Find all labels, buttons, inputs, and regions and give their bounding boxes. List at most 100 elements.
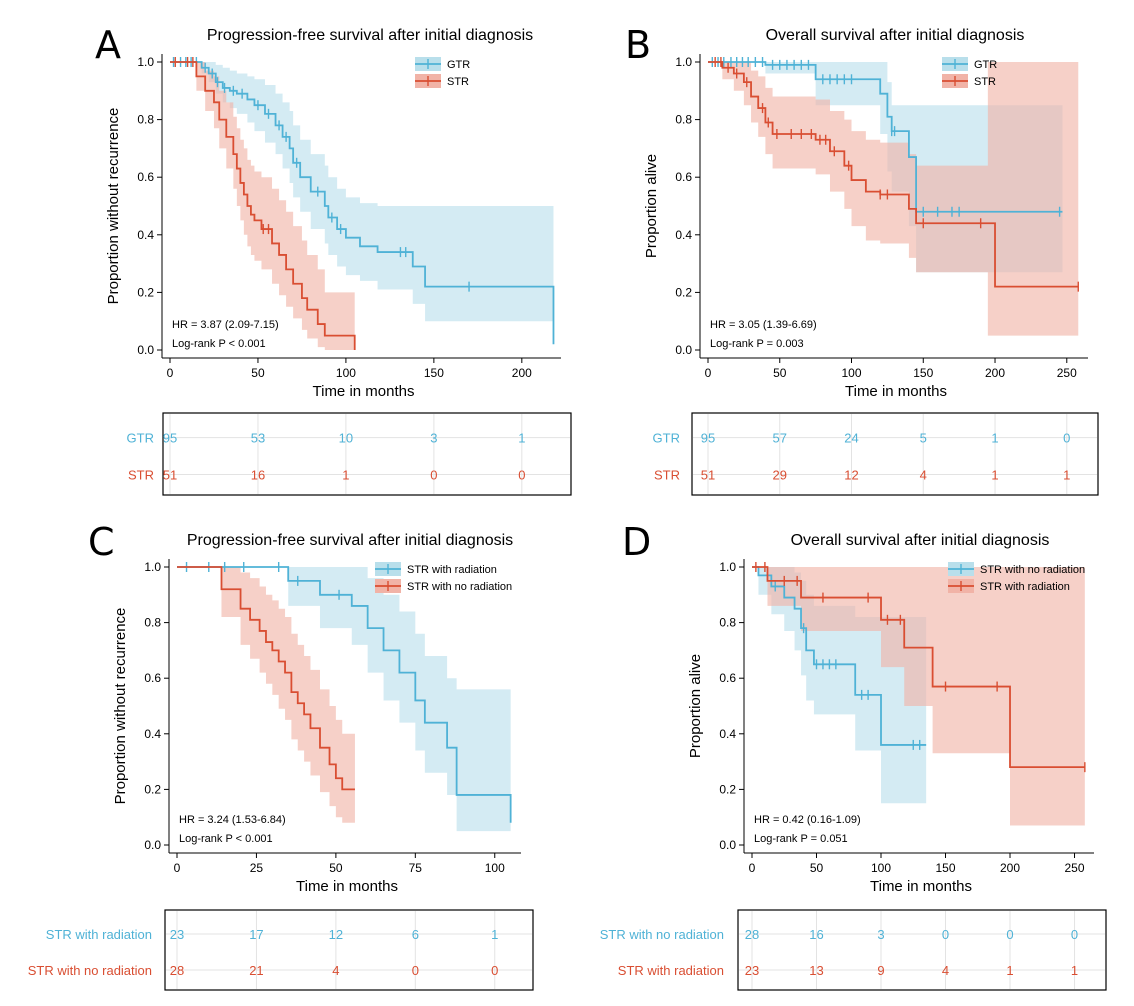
risk-table-count: 0 [518, 468, 525, 483]
x-tick-label: 50 [810, 861, 824, 875]
risk-table-count: 3 [430, 431, 437, 446]
x-axis-label: Time in months [870, 878, 972, 895]
plot-area [177, 562, 512, 845]
y-tick-label: 0.2 [144, 782, 161, 796]
legend-label: GTR [447, 59, 470, 71]
risk-table-count: 21 [249, 963, 263, 978]
y-tick-label: 0.6 [719, 671, 736, 685]
legend-label: STR with radiation [980, 581, 1070, 593]
risk-table-count: 0 [1063, 431, 1070, 446]
y-tick-label: 0.8 [137, 113, 154, 127]
confidence-band-red [177, 567, 355, 823]
survival-curve-blue [177, 566, 512, 823]
hazard-ratio-text: HR = 3.87 (2.09-7.15) [172, 319, 279, 331]
risk-table: STR with no radiation 28 16 3 0 0 0 STR with ra… [600, 909, 1107, 991]
risk-table-count: 5 [920, 431, 927, 446]
y-axis-label: Proportion alive [643, 154, 660, 258]
risk-table-count: 53 [251, 431, 265, 446]
risk-table-count: 9 [877, 963, 884, 978]
x-tick-label: 100 [485, 861, 505, 875]
plot-area [752, 562, 1086, 826]
risk-table-count: 95 [163, 431, 177, 446]
x-axis-label: Time in months [313, 383, 415, 400]
risk-table-count: 12 [844, 468, 858, 483]
risk-table-row-label: STR with radiation [46, 927, 152, 942]
y-tick-label: 0.0 [144, 838, 161, 852]
y-tick-label: 0.4 [675, 228, 692, 242]
risk-table-count: 3 [877, 927, 884, 942]
risk-table-row-label: STR with no radiation [600, 927, 724, 942]
confidence-band-red [708, 62, 1079, 336]
x-tick-label: 100 [841, 366, 861, 380]
risk-table: STR with radiation 23 17 12 6 1 STR with no ra… [28, 909, 534, 991]
legend-label: STR [447, 76, 469, 88]
legend-label: GTR [974, 59, 997, 71]
panel-a: A Progression-free survival after initial… [95, 23, 572, 496]
y-tick-label: 1.0 [137, 55, 154, 69]
logrank-p-text: Log-rank P = 0.051 [754, 833, 848, 845]
confidence-band-red [752, 567, 1085, 826]
panel-letter: D [622, 520, 651, 564]
risk-table-count: 4 [942, 963, 949, 978]
legend: GTR STR [415, 57, 470, 88]
x-tick-label: 50 [773, 366, 787, 380]
risk-table-count: 1 [1071, 963, 1078, 978]
legend: GTR STR [942, 57, 997, 88]
risk-table-count: 28 [170, 963, 184, 978]
chart-title: Progression-free survival after initial … [207, 27, 533, 44]
risk-table-frame [691, 412, 1099, 496]
risk-table-row-label: STR with no radiation [28, 963, 152, 978]
chart-title: Overall survival after initial diagnosis [791, 532, 1050, 549]
panel-c: C Progression-free survival after initial… [28, 520, 534, 991]
risk-table-count: 17 [249, 927, 263, 942]
risk-table-count: 29 [773, 468, 787, 483]
y-tick-label: 0.8 [675, 113, 692, 127]
x-tick-label: 150 [935, 861, 955, 875]
survival-curve-red [177, 566, 355, 791]
risk-table-row-label: STR with radiation [618, 963, 724, 978]
hazard-ratio-text: HR = 0.42 (0.16-1.09) [754, 814, 861, 826]
risk-table-count: 4 [332, 963, 339, 978]
legend: STR with radiation STR with no radiation [375, 562, 512, 593]
panel-letter: B [625, 23, 651, 67]
risk-table-frame [737, 909, 1107, 991]
risk-table-count: 23 [170, 927, 184, 942]
x-tick-label: 200 [1000, 861, 1020, 875]
y-tick-label: 0.0 [719, 838, 736, 852]
panel-b: B Overall survival after initial diagnosi… [625, 23, 1099, 496]
y-tick-label: 0.4 [144, 727, 161, 741]
logrank-p-text: Log-rank P < 0.001 [179, 833, 273, 845]
x-tick-label: 75 [409, 861, 423, 875]
x-tick-label: 100 [336, 366, 356, 380]
risk-table-count: 1 [491, 927, 498, 942]
risk-table-frame [162, 412, 572, 496]
x-tick-label: 50 [251, 366, 265, 380]
y-tick-label: 1.0 [144, 560, 161, 574]
risk-table-count: 10 [339, 431, 353, 446]
risk-table-row-label: GTR [653, 431, 680, 446]
y-axis-label: Proportion alive [687, 654, 704, 758]
x-tick-label: 25 [250, 861, 264, 875]
y-tick-label: 0.8 [719, 616, 736, 630]
legend-label: STR with no radiation [407, 581, 512, 593]
hazard-ratio-text: HR = 3.24 (1.53-6.84) [179, 814, 286, 826]
risk-table-count: 28 [745, 927, 759, 942]
y-axis-label: Proportion without recurrence [112, 608, 129, 805]
y-tick-label: 0.6 [144, 671, 161, 685]
legend-label: STR with radiation [407, 564, 497, 576]
x-tick-label: 250 [1065, 861, 1085, 875]
y-tick-label: 0.4 [137, 228, 154, 242]
risk-table-count: 1 [1006, 963, 1013, 978]
risk-table-count: 1 [1063, 468, 1070, 483]
y-tick-label: 0.0 [137, 343, 154, 357]
risk-table-count: 0 [1071, 927, 1078, 942]
panel-letter: C [88, 520, 115, 564]
plot-area [708, 57, 1079, 336]
survival-curve-red [708, 61, 1079, 288]
risk-table-count: 16 [251, 468, 265, 483]
survival-curve-blue [752, 566, 927, 746]
survival-curve-red [752, 566, 1085, 769]
risk-table-count: 23 [745, 963, 759, 978]
x-tick-label: 250 [1057, 366, 1077, 380]
x-tick-label: 50 [329, 861, 343, 875]
